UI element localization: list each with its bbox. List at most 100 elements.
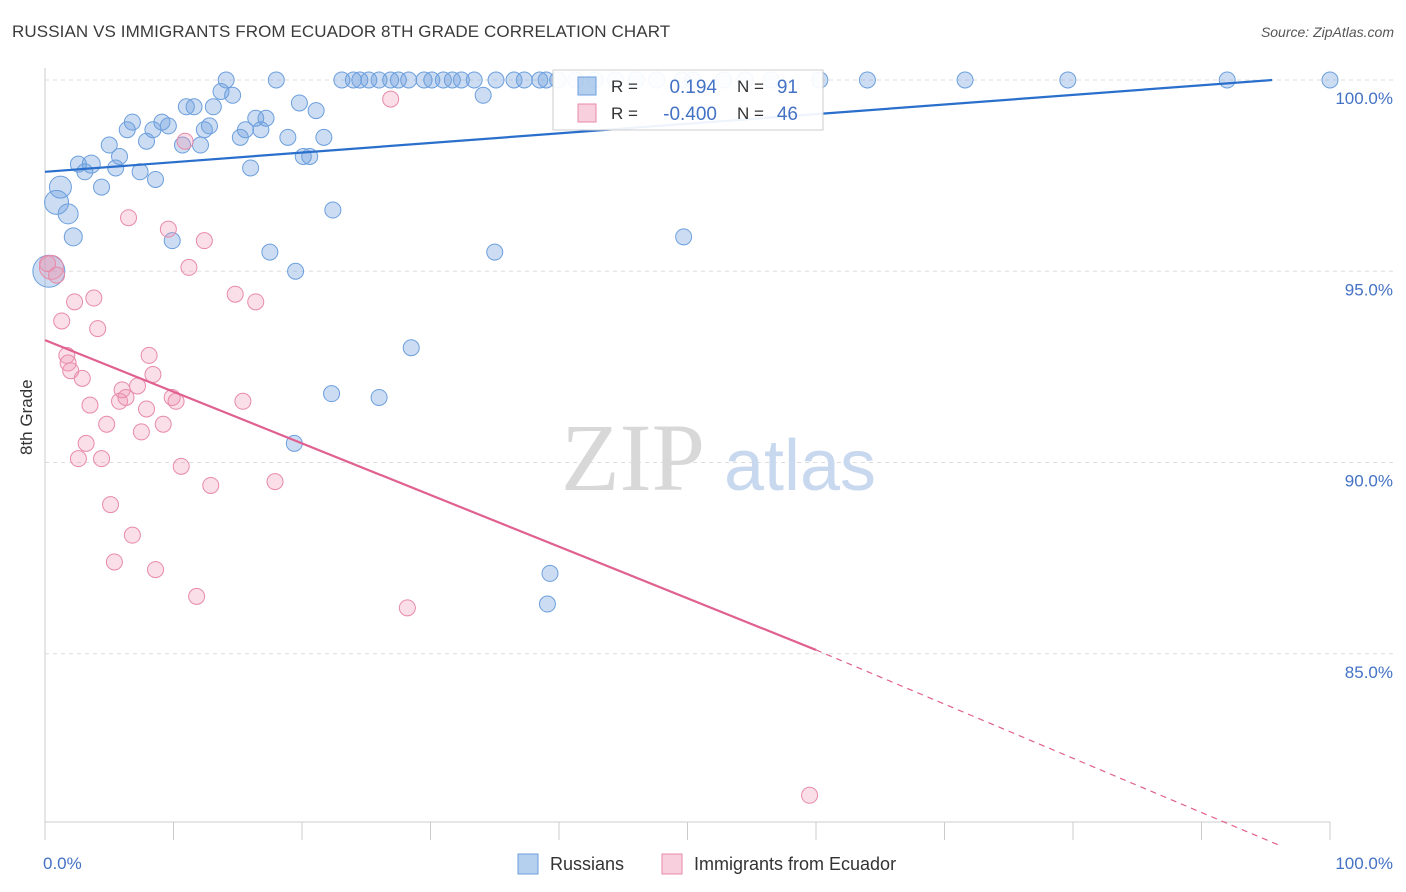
point-ecuador: [105, 553, 123, 571]
point-ecuador: [48, 266, 66, 284]
point-russians: [474, 86, 492, 104]
point-ecuador: [188, 587, 206, 605]
point-ecuador: [69, 450, 87, 468]
stats-n-value: 46: [777, 104, 798, 125]
point-russians: [370, 388, 388, 406]
point-russians: [360, 71, 378, 89]
point-russians: [191, 136, 209, 154]
point-russians: [541, 564, 559, 582]
trend-ecuador-extension: [815, 649, 1279, 846]
point-russians: [111, 148, 129, 165]
watermark-zip: ZIP: [561, 404, 705, 511]
legend-russians-swatch: [517, 853, 539, 875]
point-ecuador: [39, 255, 57, 273]
point-russians: [123, 113, 141, 131]
point-russians: [323, 385, 341, 403]
stats-r-value: 0.194: [669, 77, 717, 98]
point-russians: [63, 227, 83, 247]
chart-title: RUSSIAN VS IMMIGRANTS FROM ECUADOR 8TH G…: [12, 22, 671, 41]
stats-swatch: [577, 76, 597, 96]
point-russians: [290, 94, 308, 112]
point-russians: [1321, 71, 1339, 89]
point-ecuador: [98, 415, 116, 433]
point-russians: [675, 228, 693, 246]
point-russians: [159, 117, 177, 135]
point-ecuador: [266, 473, 284, 491]
point-russians: [389, 71, 407, 89]
stats-r-label: R =: [611, 77, 638, 96]
point-russians: [279, 128, 297, 146]
point-russians: [48, 175, 72, 199]
point-russians: [147, 170, 165, 188]
point-ecuador: [176, 132, 194, 150]
point-ecuador: [140, 346, 158, 364]
point-russians: [443, 71, 461, 89]
point-ecuador: [154, 415, 172, 433]
x-tick-label: 100.0%: [1335, 854, 1393, 873]
point-russians: [487, 71, 505, 89]
point-russians: [257, 109, 275, 127]
stats-legend: R = 0.194 N = 91 R = -0.400 N = 46: [552, 69, 824, 131]
point-ecuador: [102, 496, 120, 514]
y-tick-label: 100.0%: [1335, 89, 1393, 108]
point-russians: [333, 71, 351, 89]
point-ecuador: [93, 450, 111, 468]
point-russians: [452, 71, 470, 89]
point-ecuador: [226, 285, 244, 303]
y-tick-label: 95.0%: [1345, 280, 1393, 299]
point-russians: [200, 117, 218, 135]
point-russians: [344, 71, 362, 89]
point-russians: [486, 243, 504, 261]
chart-source: Source: ZipAtlas.com: [1260, 24, 1394, 40]
watermark-atlas: atlas: [724, 426, 876, 506]
point-russians: [204, 98, 222, 116]
point-russians: [315, 128, 333, 146]
point-ecuador: [382, 90, 400, 108]
point-russians: [531, 71, 549, 89]
point-ecuador: [123, 526, 141, 544]
point-ecuador: [801, 786, 819, 804]
point-russians: [217, 71, 235, 89]
point-ecuador: [147, 561, 165, 579]
stats-r-label: R =: [611, 104, 638, 123]
trend-ecuador: [44, 339, 817, 651]
bottom-legend: Russians Immigrants from Ecuador: [517, 853, 896, 875]
point-russians: [185, 98, 203, 116]
stats-swatch: [577, 103, 597, 123]
legend-ecuador-label: Immigrants from Ecuador: [694, 854, 896, 874]
point-russians: [465, 71, 483, 89]
series-ecuador: [38, 90, 819, 804]
point-ecuador: [180, 258, 198, 276]
point-ecuador: [398, 599, 416, 617]
point-ecuador: [234, 392, 252, 410]
point-russians: [93, 178, 111, 196]
point-russians: [44, 189, 70, 215]
point-russians: [324, 201, 342, 219]
point-ecuador: [38, 254, 64, 280]
point-russians: [956, 71, 974, 89]
series-russians: [32, 71, 1339, 613]
point-ecuador: [117, 388, 135, 406]
point-russians: [236, 121, 254, 139]
point-ecuador: [172, 457, 190, 475]
point-ecuador: [195, 232, 213, 250]
point-ecuador: [120, 209, 138, 227]
legend-russians-label: Russians: [550, 854, 624, 874]
point-russians: [402, 339, 420, 357]
point-ecuador: [81, 396, 99, 414]
point-ecuador: [53, 312, 71, 330]
point-ecuador: [85, 289, 103, 307]
point-ecuador: [138, 400, 156, 418]
point-russians: [515, 71, 533, 89]
point-ecuador: [89, 320, 107, 338]
point-russians: [505, 71, 523, 89]
point-ecuador: [77, 434, 95, 452]
point-russians: [423, 71, 441, 89]
stats-n-value: 91: [777, 77, 798, 98]
point-russians: [242, 159, 260, 177]
point-russians: [370, 71, 388, 89]
point-ecuador: [247, 293, 265, 311]
point-russians: [163, 232, 181, 250]
point-russians: [400, 71, 418, 89]
point-russians: [287, 262, 305, 280]
